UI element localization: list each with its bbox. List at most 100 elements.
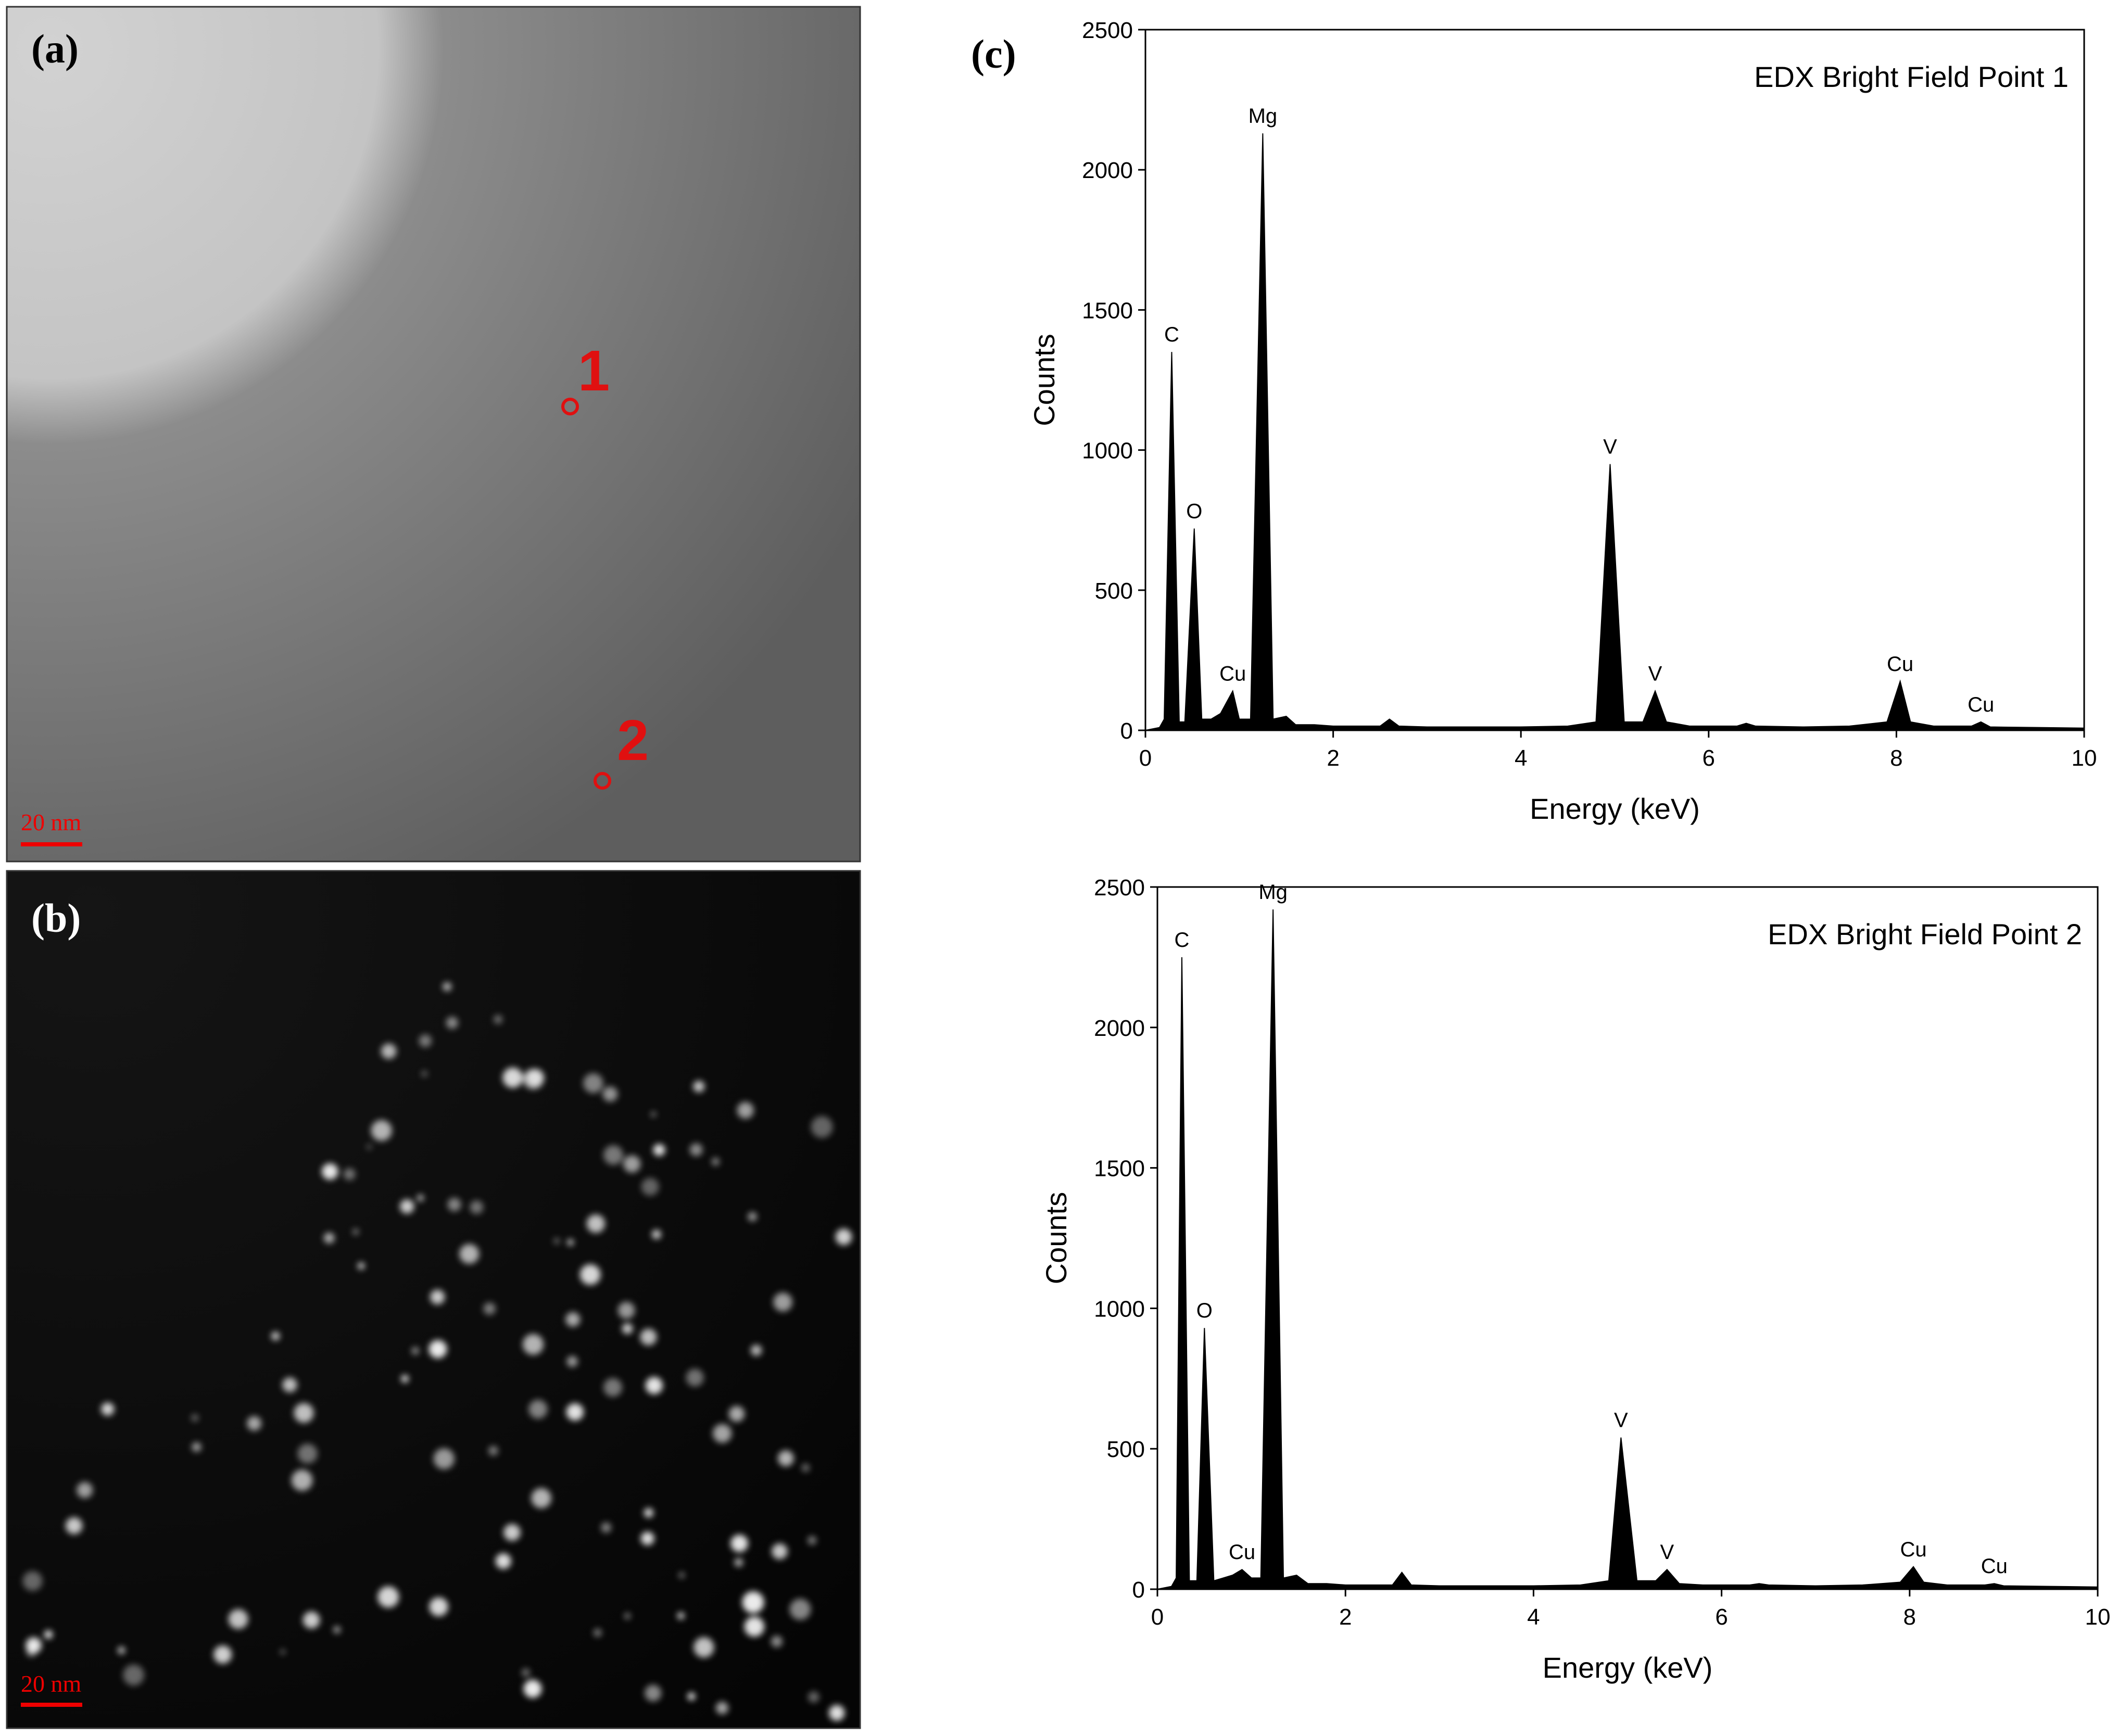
- bright-spot: [645, 1684, 662, 1702]
- bright-spot: [247, 1416, 262, 1431]
- panel-label: (b): [31, 895, 81, 941]
- bright-spot: [123, 1664, 144, 1686]
- bright-spot: [811, 1116, 833, 1138]
- y-tick-label: 2000: [1082, 158, 1133, 183]
- bright-spot: [400, 1199, 414, 1214]
- bright-spot: [645, 1377, 663, 1395]
- bright-spot: [381, 1043, 397, 1059]
- y-tick-label: 1500: [1094, 1156, 1145, 1182]
- bright-spot: [523, 1680, 542, 1698]
- bright-spot: [686, 1368, 704, 1387]
- bright-spot: [352, 1228, 359, 1235]
- bright-spot: [653, 1144, 665, 1156]
- bright-spot: [808, 1536, 816, 1545]
- panel-label: (a): [31, 26, 79, 71]
- x-axis-label: Energy (keV): [1530, 792, 1700, 825]
- bright-spot: [428, 1340, 447, 1359]
- bright-spot: [213, 1645, 232, 1664]
- bright-spot: [323, 1232, 335, 1244]
- peak-label: C: [1175, 929, 1190, 952]
- bright-spot: [689, 1143, 703, 1157]
- scale-bar-label: 20 nm: [21, 809, 82, 835]
- bright-spot: [322, 1163, 338, 1180]
- bright-spot: [417, 1194, 424, 1201]
- bright-spot: [789, 1599, 811, 1620]
- bright-spot: [617, 1302, 635, 1319]
- spectrum-area: [1157, 909, 2098, 1590]
- bright-spot: [583, 1073, 603, 1093]
- bright-spot: [566, 1403, 584, 1421]
- y-tick-label: 500: [1095, 578, 1133, 604]
- bright-spot: [443, 982, 452, 991]
- peak-label: Cu: [1229, 1541, 1255, 1564]
- bright-spot: [343, 1168, 356, 1181]
- peak-label: V: [1614, 1409, 1628, 1432]
- bright-spot: [601, 1522, 611, 1533]
- bright-spot: [371, 1120, 392, 1141]
- peak-label: Mg: [1249, 105, 1278, 128]
- bright-spot: [294, 1403, 314, 1423]
- bright-spot: [622, 1323, 633, 1334]
- point-label: 1: [578, 339, 610, 403]
- bright-spot: [579, 1264, 601, 1285]
- peak-label: V: [1603, 436, 1617, 459]
- peak-label: O: [1186, 500, 1202, 523]
- point-marker: [594, 772, 611, 790]
- bright-spot: [728, 1406, 745, 1422]
- bright-spot: [411, 1347, 419, 1355]
- peak-label: V: [1648, 663, 1662, 686]
- x-tick-label: 6: [1715, 1604, 1728, 1630]
- bright-spot: [553, 1238, 560, 1244]
- chart-title: EDX Bright Field Point 1: [1754, 60, 2069, 93]
- bright-spot: [773, 1293, 792, 1312]
- bright-spot: [687, 1692, 696, 1701]
- bright-spot: [401, 1375, 409, 1383]
- x-tick-label: 0: [1139, 745, 1152, 771]
- bright-spot: [694, 1637, 714, 1658]
- scale-bar-label: 20 nm: [21, 1670, 82, 1697]
- bright-spot: [446, 1017, 458, 1029]
- bright-spot: [651, 1230, 661, 1239]
- bright-spot: [366, 1144, 372, 1150]
- plot-frame: [1156, 886, 2099, 1590]
- bright-spot: [750, 1345, 762, 1356]
- x-tick-label: 4: [1515, 745, 1527, 771]
- bright-spot: [829, 1705, 845, 1721]
- bright-spot: [228, 1609, 248, 1629]
- y-tick-label: 1000: [1094, 1296, 1145, 1322]
- peak-label: Mg: [1258, 881, 1288, 904]
- bright-spot: [280, 1649, 286, 1655]
- peak-label: Cu: [1900, 1538, 1926, 1561]
- x-tick-label: 10: [2072, 745, 2097, 771]
- bright-spot: [26, 1637, 42, 1653]
- x-tick-label: 8: [1890, 745, 1902, 771]
- peak-label: O: [1196, 1299, 1213, 1322]
- bright-spot: [297, 1443, 318, 1464]
- bright-spot: [808, 1691, 820, 1703]
- peak-label: Cu: [1219, 663, 1246, 686]
- bright-spot: [65, 1517, 83, 1535]
- bright-spot: [502, 1067, 523, 1088]
- bright-spot: [470, 1200, 484, 1214]
- x-tick-label: 2: [1339, 1604, 1352, 1630]
- bright-spot: [835, 1228, 852, 1245]
- peak-label: C: [1164, 323, 1179, 346]
- bright-spot: [715, 1702, 728, 1715]
- y-axis-label: Counts: [1040, 1192, 1073, 1284]
- bright-spot: [419, 1034, 432, 1047]
- bright-spot: [494, 1015, 502, 1024]
- panel-label: (c): [971, 31, 1016, 77]
- peak-label: Cu: [1887, 653, 1913, 676]
- bright-spot: [282, 1377, 297, 1392]
- x-tick-label: 10: [2085, 1604, 2111, 1630]
- bright-spot: [488, 1446, 498, 1456]
- bright-spot: [433, 1448, 455, 1469]
- bright-spot: [271, 1332, 280, 1340]
- x-tick-label: 2: [1327, 745, 1339, 771]
- x-tick-label: 6: [1703, 745, 1715, 771]
- point-marker: [561, 398, 579, 415]
- spectrum-chart: 0 2 4 6 8 10 0 500 1000 1500 2000 2500 Energy (keV) C…: [1028, 18, 2097, 825]
- bright-spot: [77, 1482, 93, 1498]
- bright-spot: [734, 1558, 743, 1567]
- bright-spot: [737, 1101, 754, 1119]
